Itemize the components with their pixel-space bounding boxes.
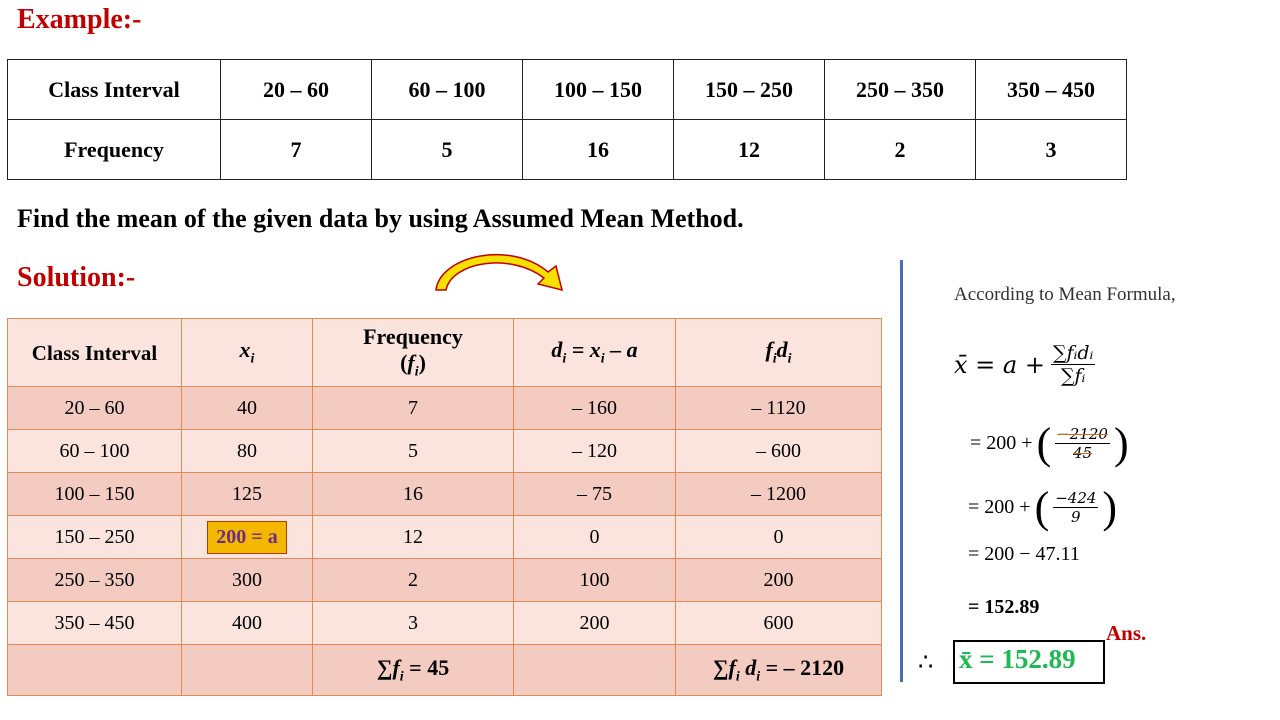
interval-cell: 350 – 450 (975, 59, 1127, 120)
sum-f-cell: ∑fi = 45 (312, 644, 514, 696)
row-label: Class Interval (7, 59, 221, 120)
header-frequency: Frequency (fi) (312, 318, 514, 387)
interval-cell: 60 – 100 (371, 59, 523, 120)
frequency-cell: 12 (673, 119, 825, 180)
header-class-interval: Class Interval (7, 318, 182, 387)
class-interval-row: Class Interval 20 – 60 60 – 100 100 – 15… (7, 59, 1127, 120)
fd-cell: 0 (675, 515, 882, 559)
interval-cell: 150 – 250 (673, 59, 825, 120)
frequency-cell: 3 (975, 119, 1127, 180)
f-cell: 12 (312, 515, 514, 559)
ci-cell: 60 – 100 (7, 429, 182, 473)
f-cell: 5 (312, 429, 514, 473)
ci-cell: 250 – 350 (7, 558, 182, 602)
formula-step2: = 200 + ( −2120 45 ) (970, 419, 1129, 468)
ci-cell: 100 – 150 (7, 472, 182, 516)
d-cell: 200 (513, 601, 676, 645)
sum-fd-cell: ∑fi di = – 2120 (675, 644, 882, 696)
fd-cell: – 1120 (675, 386, 882, 430)
d-cell: – 120 (513, 429, 676, 473)
f-cell: 16 (312, 472, 514, 516)
ci-cell: 20 – 60 (7, 386, 182, 430)
table-row: 150 – 250 200 = a 12 0 0 (7, 515, 882, 559)
frequency-cell: 7 (220, 119, 372, 180)
x-cell: 400 (181, 601, 313, 645)
ci-cell: 150 – 250 (7, 515, 182, 559)
assumed-mean-highlight: 200 = a (207, 520, 287, 554)
x-cell: 300 (181, 558, 313, 602)
sum-row: ∑fi = 45 ∑fi di = – 2120 (7, 644, 882, 696)
x-cell: 40 (181, 386, 313, 430)
data-table: Class Interval 20 – 60 60 – 100 100 – 15… (7, 59, 1127, 180)
empty-cell (7, 644, 182, 696)
interval-cell: 100 – 150 (522, 59, 674, 120)
header-row: Class Interval xi Frequency (fi) di = xi… (7, 318, 882, 387)
frequency-cell: 5 (371, 119, 523, 180)
d-cell: 0 (513, 515, 676, 559)
fd-cell: 600 (675, 601, 882, 645)
empty-cell (513, 644, 676, 696)
table-row: 100 – 150 125 16 – 75 – 1200 (7, 472, 882, 516)
table-row: 250 – 350 300 2 100 200 (7, 558, 882, 602)
fd-cell: 200 (675, 558, 882, 602)
formula-step3: = 200 + ( −424 9 ) (968, 483, 1118, 532)
x-cell: 200 = a (181, 515, 313, 559)
solution-heading: Solution:- (17, 262, 136, 293)
fd-cell: – 600 (675, 429, 882, 473)
final-answer-box (953, 640, 1105, 684)
formula-title: According to Mean Formula, (954, 284, 1176, 305)
answer-label: Ans. (1106, 621, 1147, 645)
formula-step4: = 200 − 47.11 (968, 543, 1080, 565)
table-row: 350 – 450 400 3 200 600 (7, 601, 882, 645)
header-fidi: fidi (675, 318, 882, 387)
vertical-divider (900, 260, 903, 682)
ci-cell: 350 – 450 (7, 601, 182, 645)
solution-table: Class Interval xi Frequency (fi) di = xi… (7, 318, 882, 696)
fd-cell: – 1200 (675, 472, 882, 516)
x-cell: 125 (181, 472, 313, 516)
formula-step1: x̄ = a + ∑fᵢdᵢ ∑fᵢ (954, 342, 1096, 387)
example-heading: Example:- (17, 4, 142, 35)
interval-cell: 250 – 350 (824, 59, 976, 120)
curved-arrow-icon (435, 253, 564, 292)
d-cell: – 160 (513, 386, 676, 430)
formula-step5: = 152.89 (968, 596, 1040, 618)
f-cell: 2 (312, 558, 514, 602)
therefore-symbol: ∴ (918, 650, 934, 676)
table-row: 20 – 60 40 7 – 160 – 1120 (7, 386, 882, 430)
final-answer: x̄ = 152.89 (959, 644, 1076, 674)
header-xi: xi (181, 318, 313, 387)
row-label: Frequency (7, 119, 221, 180)
d-cell: 100 (513, 558, 676, 602)
table-row: 60 – 100 80 5 – 120 – 600 (7, 429, 882, 473)
frequency-row: Frequency 7 5 16 12 2 3 (7, 119, 1127, 180)
f-cell: 7 (312, 386, 514, 430)
frequency-cell: 16 (522, 119, 674, 180)
frequency-cell: 2 (824, 119, 976, 180)
empty-cell (181, 644, 313, 696)
question-text: Find the mean of the given data by using… (17, 204, 744, 233)
header-di: di = xi – a (513, 318, 676, 387)
interval-cell: 20 – 60 (220, 59, 372, 120)
f-cell: 3 (312, 601, 514, 645)
d-cell: – 75 (513, 472, 676, 516)
x-cell: 80 (181, 429, 313, 473)
